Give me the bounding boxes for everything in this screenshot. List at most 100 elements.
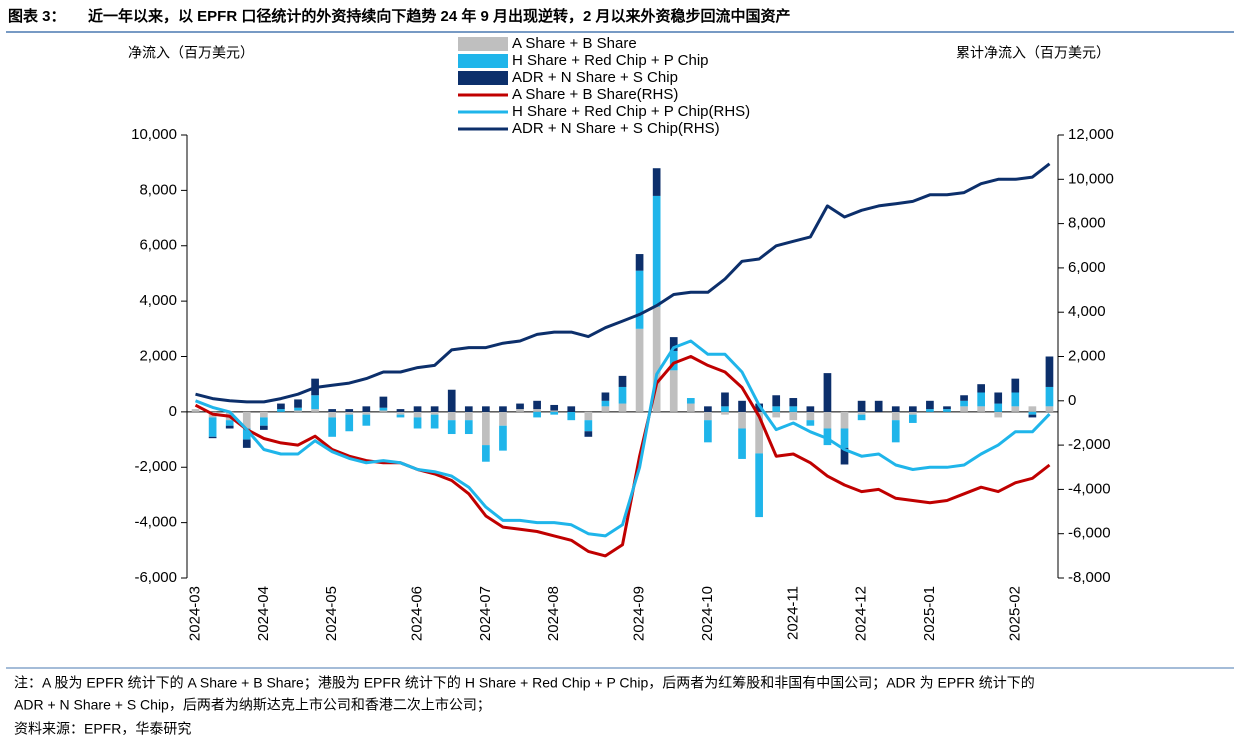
bar <box>960 406 968 412</box>
y-tick-label: 10,000 <box>131 126 177 143</box>
bar <box>772 406 781 412</box>
bar <box>891 406 900 412</box>
y2-tick-label: 2,000 <box>1068 347 1106 364</box>
bar <box>806 420 815 426</box>
bar <box>635 270 644 329</box>
legend-label: ADR + N Share + S Chip <box>512 69 678 86</box>
bar <box>533 400 541 410</box>
bar <box>328 409 337 412</box>
bar <box>584 431 593 437</box>
bar <box>447 411 456 421</box>
bar <box>618 403 627 412</box>
bar <box>994 392 1003 404</box>
bar <box>960 400 968 407</box>
x-tick-label: 2024-05 <box>323 586 340 641</box>
x-tick-label: 2024-06 <box>409 586 426 641</box>
bar <box>379 410 388 412</box>
bar <box>362 411 371 415</box>
bar <box>294 410 302 412</box>
bar <box>499 411 507 426</box>
x-tick-label: 2024-11 <box>784 586 801 640</box>
bar <box>1011 406 1020 412</box>
y2-axis-label: 累计净流入（百万美元） <box>956 45 1110 61</box>
bar <box>652 306 661 412</box>
y2-tick-label: 4,000 <box>1068 303 1106 320</box>
bar <box>464 406 473 412</box>
bar <box>1028 406 1037 412</box>
bar <box>1011 378 1020 393</box>
bar <box>994 411 1003 418</box>
bar <box>447 389 456 412</box>
bar <box>977 392 985 407</box>
bar <box>840 428 849 448</box>
y2-tick-label: 6,000 <box>1068 259 1106 276</box>
bar <box>960 395 968 401</box>
bar <box>891 411 900 421</box>
bar <box>926 400 934 410</box>
bar <box>242 439 251 448</box>
bar <box>362 414 371 426</box>
line-series <box>194 339 1051 538</box>
bar <box>669 350 678 371</box>
bar <box>464 411 473 421</box>
bar <box>635 254 644 271</box>
y2-tick-label: -2,000 <box>1068 436 1111 453</box>
bar <box>311 395 319 410</box>
bar <box>891 420 900 443</box>
note-line: 注：A 股为 EPFR 统计下的 A Share + B Share；港股为 E… <box>14 675 1035 692</box>
bar <box>823 428 832 446</box>
bar <box>789 411 798 421</box>
bar <box>943 409 951 412</box>
legend-swatch <box>458 54 508 68</box>
bar <box>908 414 917 423</box>
bar <box>618 375 627 387</box>
bar <box>516 403 524 410</box>
x-tick-label: 2024-12 <box>853 586 870 641</box>
bar <box>806 411 815 421</box>
bar <box>1045 356 1054 387</box>
bar <box>584 411 593 421</box>
x-tick-label: 2024-03 <box>187 586 204 641</box>
y-axis-label: 净流入（百万美元） <box>128 45 254 61</box>
y2-tick-label: 0 <box>1068 392 1076 409</box>
bar <box>840 447 849 465</box>
legend-label: H Share + Red Chip + P Chip <box>512 52 709 69</box>
y-tick-label: 2,000 <box>139 347 177 364</box>
bar <box>721 392 729 407</box>
bar <box>413 411 422 418</box>
bar <box>362 406 371 412</box>
bar <box>755 411 763 454</box>
bar <box>516 409 524 412</box>
bar <box>499 406 507 412</box>
bar <box>908 411 917 415</box>
bar <box>277 403 285 410</box>
bar <box>413 406 422 412</box>
bar <box>379 407 388 411</box>
y2-tick-label: -8,000 <box>1068 569 1111 586</box>
bar <box>738 428 746 459</box>
bar <box>908 406 917 412</box>
bar <box>652 195 661 307</box>
bar <box>208 436 217 439</box>
bar <box>533 411 541 418</box>
legend-swatch <box>458 71 508 85</box>
bar <box>789 406 798 412</box>
bar <box>994 403 1003 412</box>
legend-label: A Share + B Share(RHS) <box>512 86 678 103</box>
bar <box>482 406 490 412</box>
bar <box>413 417 422 429</box>
bar <box>874 400 883 412</box>
bar <box>550 411 559 415</box>
chart-title: 近一年以来，以 EPFR 口径统计的外资持续向下趋势 24 年 9 月出现逆转，… <box>88 7 791 25</box>
bar <box>704 411 712 421</box>
line-series <box>194 355 1051 558</box>
bar <box>225 425 234 429</box>
line-series <box>195 162 1051 404</box>
bar <box>550 404 559 411</box>
bar <box>686 403 695 412</box>
bar <box>396 411 405 415</box>
note-line: ADR + N Share + S Chip，后两者为纳斯达克上市公司和香港二次… <box>14 697 491 714</box>
y2-tick-label: 10,000 <box>1068 170 1114 187</box>
bar <box>430 414 439 429</box>
